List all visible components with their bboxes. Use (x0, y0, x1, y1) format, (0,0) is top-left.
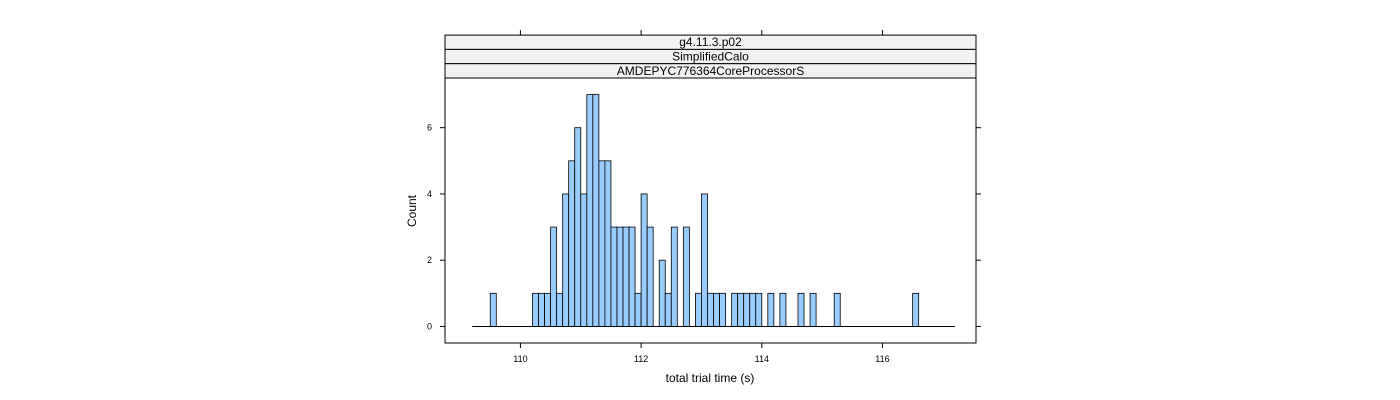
histogram-bar (682, 226, 690, 327)
strip-label: SimplifiedCalo (672, 50, 749, 64)
histogram-bar (574, 127, 582, 327)
histogram-bar (713, 292, 720, 327)
histogram-bar (755, 292, 763, 327)
histogram-bar (604, 160, 612, 327)
y-tick-label: 6 (427, 123, 432, 133)
histogram-bar (489, 292, 497, 327)
histogram-bar (731, 292, 739, 327)
x-tick-label: 116 (875, 354, 889, 364)
histogram-bar (562, 193, 570, 327)
histogram-bar (809, 292, 817, 327)
histogram-bar (707, 292, 714, 327)
histogram-bar (743, 292, 751, 327)
histogram-bar (610, 226, 618, 327)
histogram-bar (592, 94, 600, 327)
histogram-bar (568, 160, 576, 327)
histogram-bar (797, 292, 805, 327)
x-tick-label: 112 (634, 354, 648, 364)
y-tick-label: 4 (427, 189, 432, 199)
x-tick-label: 114 (755, 354, 769, 364)
histogram-bar (767, 292, 775, 327)
histogram-bar (622, 226, 630, 327)
histogram-bar (779, 292, 787, 327)
histogram-bar (719, 292, 726, 327)
ticks-group: 110 112 114 116 0 2 4 6 (427, 30, 981, 364)
histogram-bar (749, 292, 757, 327)
histogram-bar (634, 292, 642, 327)
histogram-bar (695, 292, 702, 327)
histogram-bar (586, 94, 594, 327)
y-tick-label: 0 (427, 321, 432, 331)
histogram-bar (628, 226, 636, 327)
y-tick-label: 2 (427, 255, 432, 265)
strip-group: g4.11.3.p02SimplifiedCaloAMDEPYC776364Co… (444, 34, 977, 79)
x-tick-label: 110 (513, 354, 527, 364)
histogram-bar (701, 193, 708, 327)
histogram-bar (833, 292, 841, 327)
histogram-bar (664, 292, 672, 327)
histogram-bar (616, 226, 624, 327)
histogram-bar (658, 259, 666, 327)
histogram-bar (737, 292, 745, 327)
strip-label: g4.11.3.p02 (679, 35, 742, 49)
histogram-bar (550, 226, 558, 327)
bars-group (489, 94, 920, 327)
histogram-bar (912, 292, 920, 327)
histogram-bar (532, 292, 539, 327)
histogram-bar (670, 226, 678, 327)
histogram-bar (544, 292, 551, 327)
histogram-bar (646, 226, 654, 327)
histogram-bar (598, 160, 606, 327)
histogram-bar (640, 193, 648, 327)
y-axis-label: Count (405, 194, 419, 227)
strip-label: AMDEPYC776364CoreProcessorS (617, 64, 804, 78)
histogram-bar (556, 292, 564, 327)
plot-panel (444, 77, 977, 344)
histogram-bar (580, 193, 588, 327)
histogram-bar (538, 292, 545, 327)
x-axis-label: total trial time (s) (666, 371, 755, 385)
